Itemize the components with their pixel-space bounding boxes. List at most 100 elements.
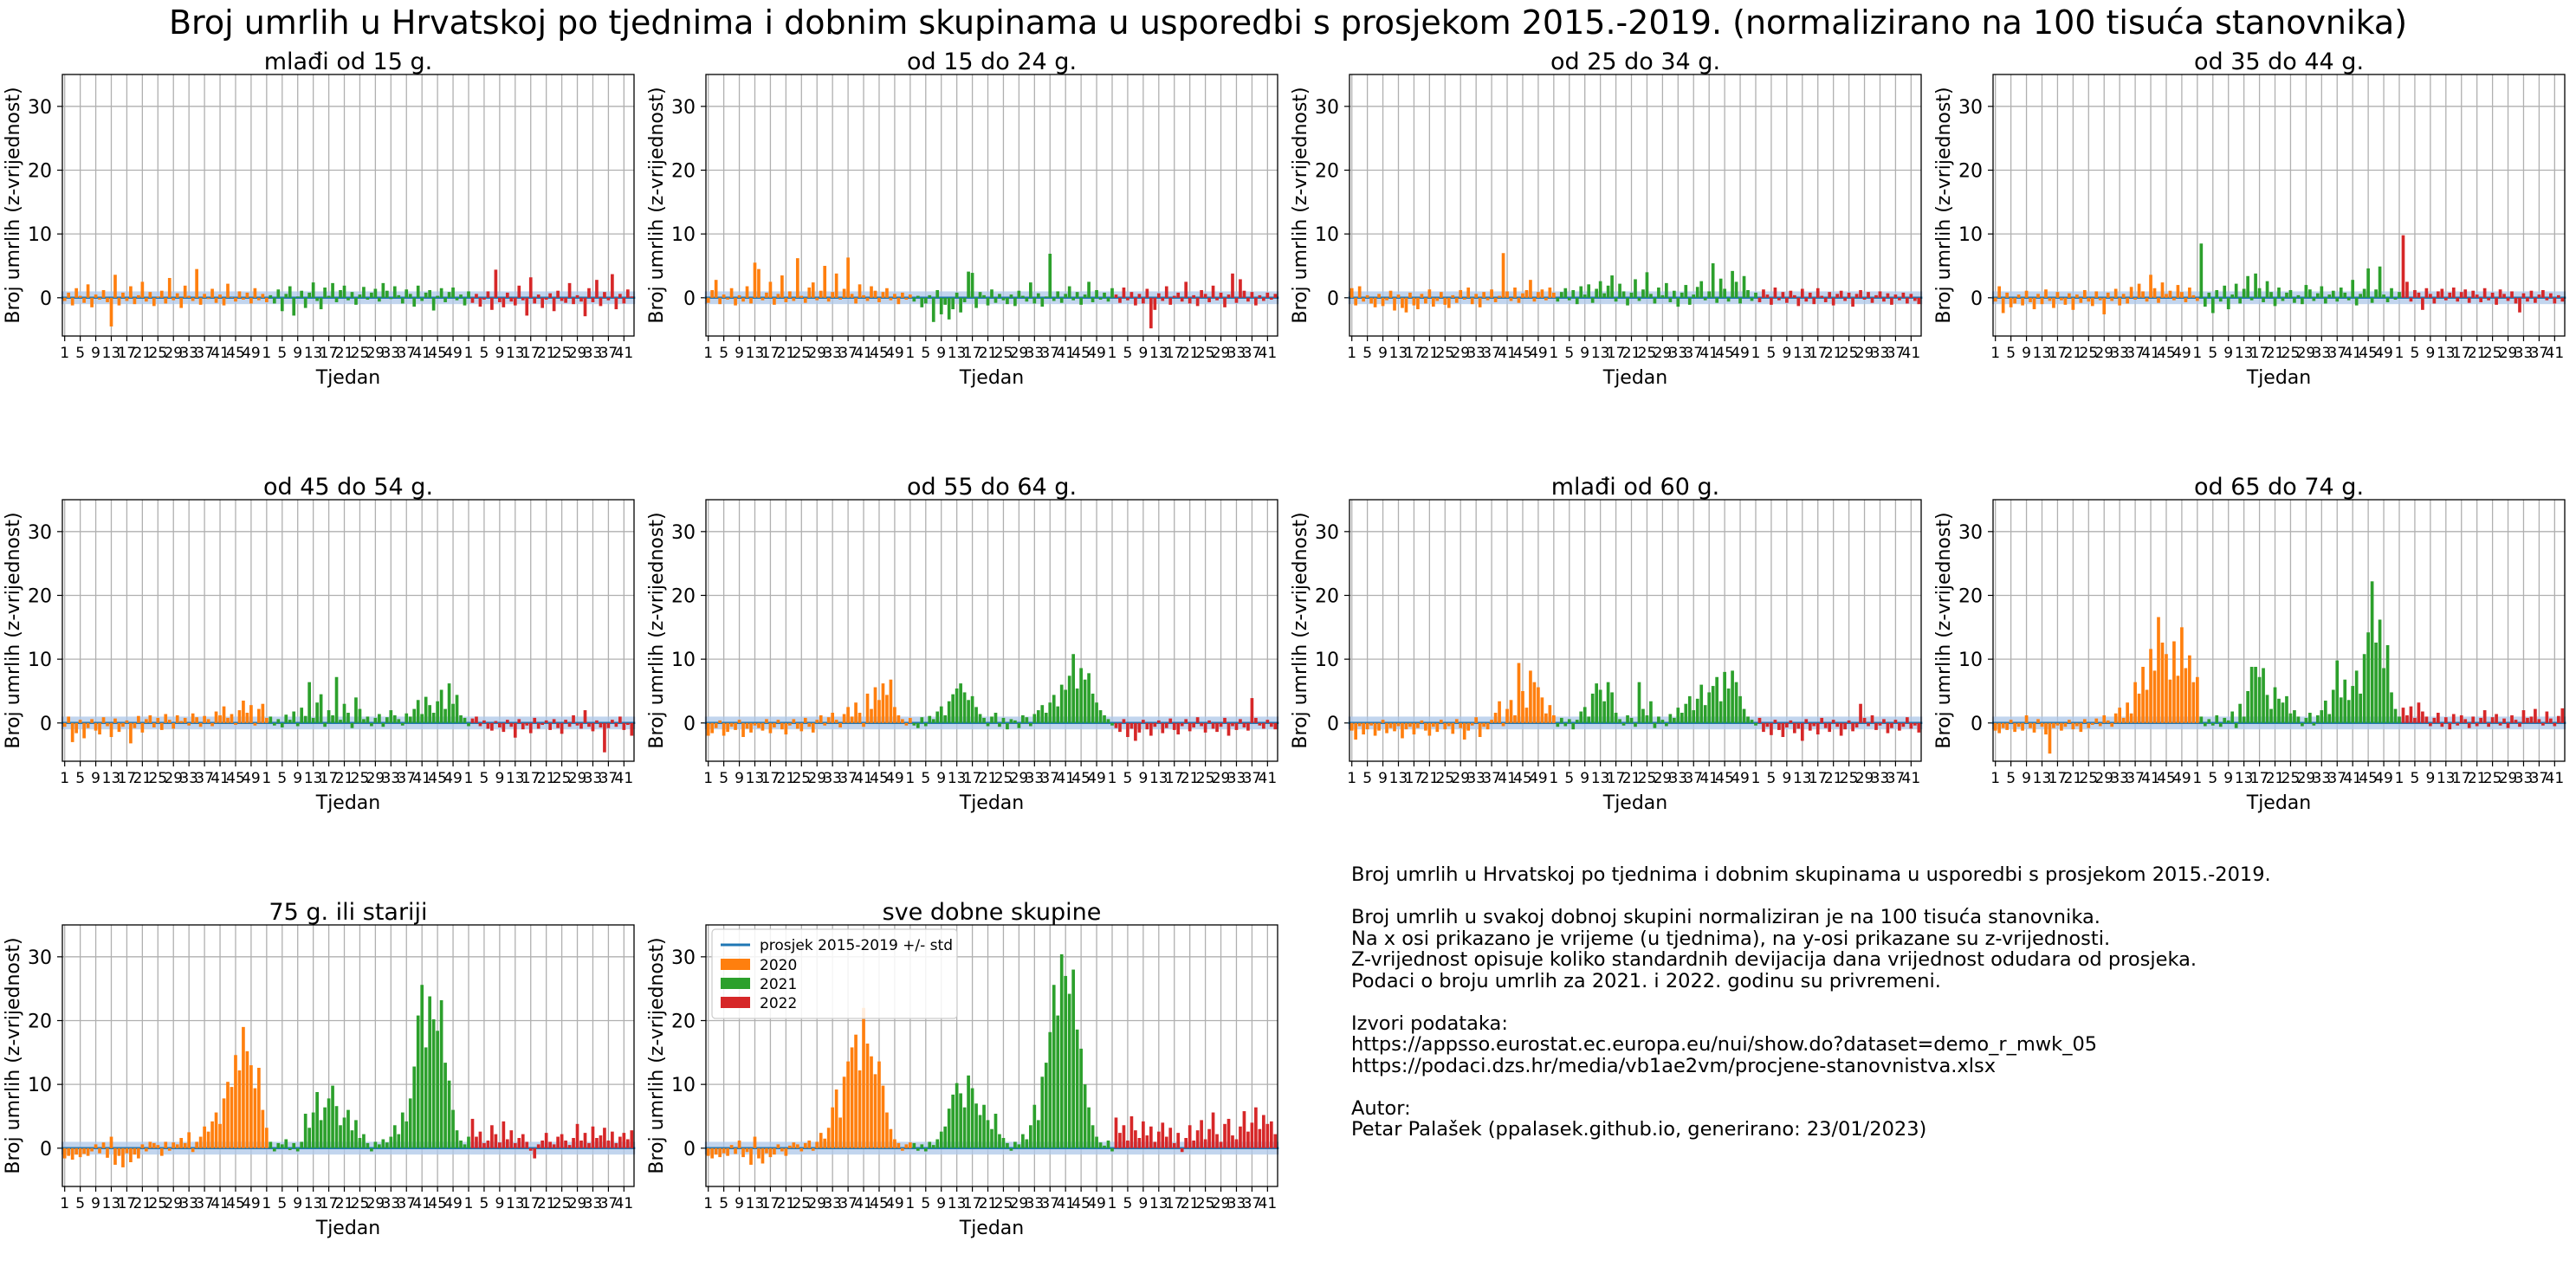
- bar: [1195, 717, 1200, 723]
- bar: [1493, 297, 1498, 302]
- bar: [967, 271, 970, 298]
- bar: [625, 722, 630, 726]
- bar: [1424, 722, 1427, 731]
- x-tick-label: 25: [2483, 345, 2502, 362]
- x-tick-label: 49: [242, 345, 261, 362]
- bar: [1559, 292, 1563, 298]
- bar: [1893, 720, 1898, 723]
- bar: [62, 722, 67, 727]
- bar: [862, 1007, 865, 1148]
- bar: [870, 1056, 873, 1148]
- bar: [2234, 722, 2238, 728]
- bar: [2087, 297, 2091, 302]
- x-tick-label: 37: [195, 770, 214, 787]
- bar: [311, 717, 315, 723]
- bar: [611, 274, 614, 298]
- bar: [498, 1142, 502, 1148]
- x-tick-label: 29: [366, 770, 385, 787]
- bar: [191, 1147, 195, 1153]
- bar: [1812, 722, 1816, 727]
- bar: [2149, 649, 2152, 723]
- bar: [544, 297, 548, 301]
- bar: [536, 294, 540, 298]
- bar: [1435, 722, 1440, 733]
- bar: [904, 722, 909, 726]
- bar: [2378, 619, 2382, 723]
- bar: [2044, 722, 2048, 735]
- bar: [1017, 290, 1021, 298]
- bar: [74, 1147, 78, 1155]
- bar: [1815, 722, 1820, 735]
- bar: [2060, 297, 2063, 301]
- bar: [288, 1147, 292, 1151]
- bar: [2315, 714, 2320, 723]
- bar: [1036, 1120, 1040, 1148]
- x-tick-label: 9: [495, 770, 504, 787]
- bar: [1161, 297, 1165, 301]
- x-tick-label: 37: [2327, 345, 2346, 362]
- bar: [974, 707, 978, 723]
- x-tick-label: 9: [2425, 345, 2435, 362]
- x-tick-label: 9: [2223, 345, 2233, 362]
- bar: [269, 716, 273, 723]
- bar: [749, 722, 753, 733]
- x-tick-label: 45: [2359, 770, 2378, 787]
- x-tick-label: 21: [133, 770, 152, 787]
- bar: [1258, 722, 1262, 726]
- info-source-eurostat-link[interactable]: https://appsso.eurostat.ec.europa.eu/nui…: [1351, 1033, 2098, 1056]
- bar: [865, 693, 870, 723]
- bar: [467, 1136, 470, 1148]
- bar: [811, 282, 815, 298]
- bar: [257, 1067, 261, 1148]
- bar: [2032, 722, 2036, 733]
- bar: [2106, 720, 2110, 723]
- bar: [1571, 289, 1576, 298]
- bar: [1009, 719, 1013, 723]
- bar: [556, 722, 560, 728]
- bar: [1188, 722, 1192, 732]
- bar: [935, 1139, 940, 1148]
- bar: [757, 722, 761, 728]
- bar: [2168, 290, 2172, 298]
- info-source-dzs-link[interactable]: https://podaci.dzs.hr/media/vb1ae2vm/pro…: [1351, 1054, 1997, 1077]
- y-tick-label: 10: [1315, 224, 1339, 246]
- bar: [757, 1147, 761, 1159]
- bar: [729, 288, 734, 298]
- x-tick-label: 49: [1087, 770, 1106, 787]
- bar: [811, 722, 815, 733]
- bar: [846, 707, 850, 723]
- bar: [175, 714, 179, 723]
- bar: [133, 297, 137, 305]
- bar: [2024, 714, 2029, 723]
- bar: [1021, 714, 1025, 723]
- x-tick-label: 37: [2126, 770, 2145, 787]
- bar: [2374, 289, 2378, 298]
- bar: [2429, 722, 2432, 727]
- bar: [431, 713, 436, 723]
- x-tick-label: 49: [1731, 345, 1750, 362]
- bar: [288, 720, 292, 723]
- bar: [611, 720, 614, 723]
- x-tick-label: 21: [335, 345, 354, 362]
- x-tick-label: 13: [1793, 345, 1812, 362]
- bar: [2417, 292, 2421, 298]
- bar: [152, 722, 156, 727]
- x-tick-label: 25: [148, 1195, 167, 1212]
- bar: [2133, 297, 2137, 301]
- bar: [179, 721, 184, 723]
- bar: [2296, 294, 2301, 298]
- bar: [2556, 294, 2560, 298]
- bar: [970, 1088, 974, 1148]
- bar: [82, 297, 86, 303]
- x-tick-label: 45: [2157, 345, 2176, 362]
- bar: [540, 722, 545, 726]
- bar: [885, 1112, 889, 1148]
- x-tick-label: 21: [2266, 345, 2285, 362]
- bar: [2040, 297, 2044, 305]
- bar: [998, 294, 1001, 298]
- bar: [2075, 294, 2079, 298]
- x-tick-label: 29: [2297, 345, 2316, 362]
- bar: [2448, 722, 2452, 730]
- bar: [1075, 292, 1079, 298]
